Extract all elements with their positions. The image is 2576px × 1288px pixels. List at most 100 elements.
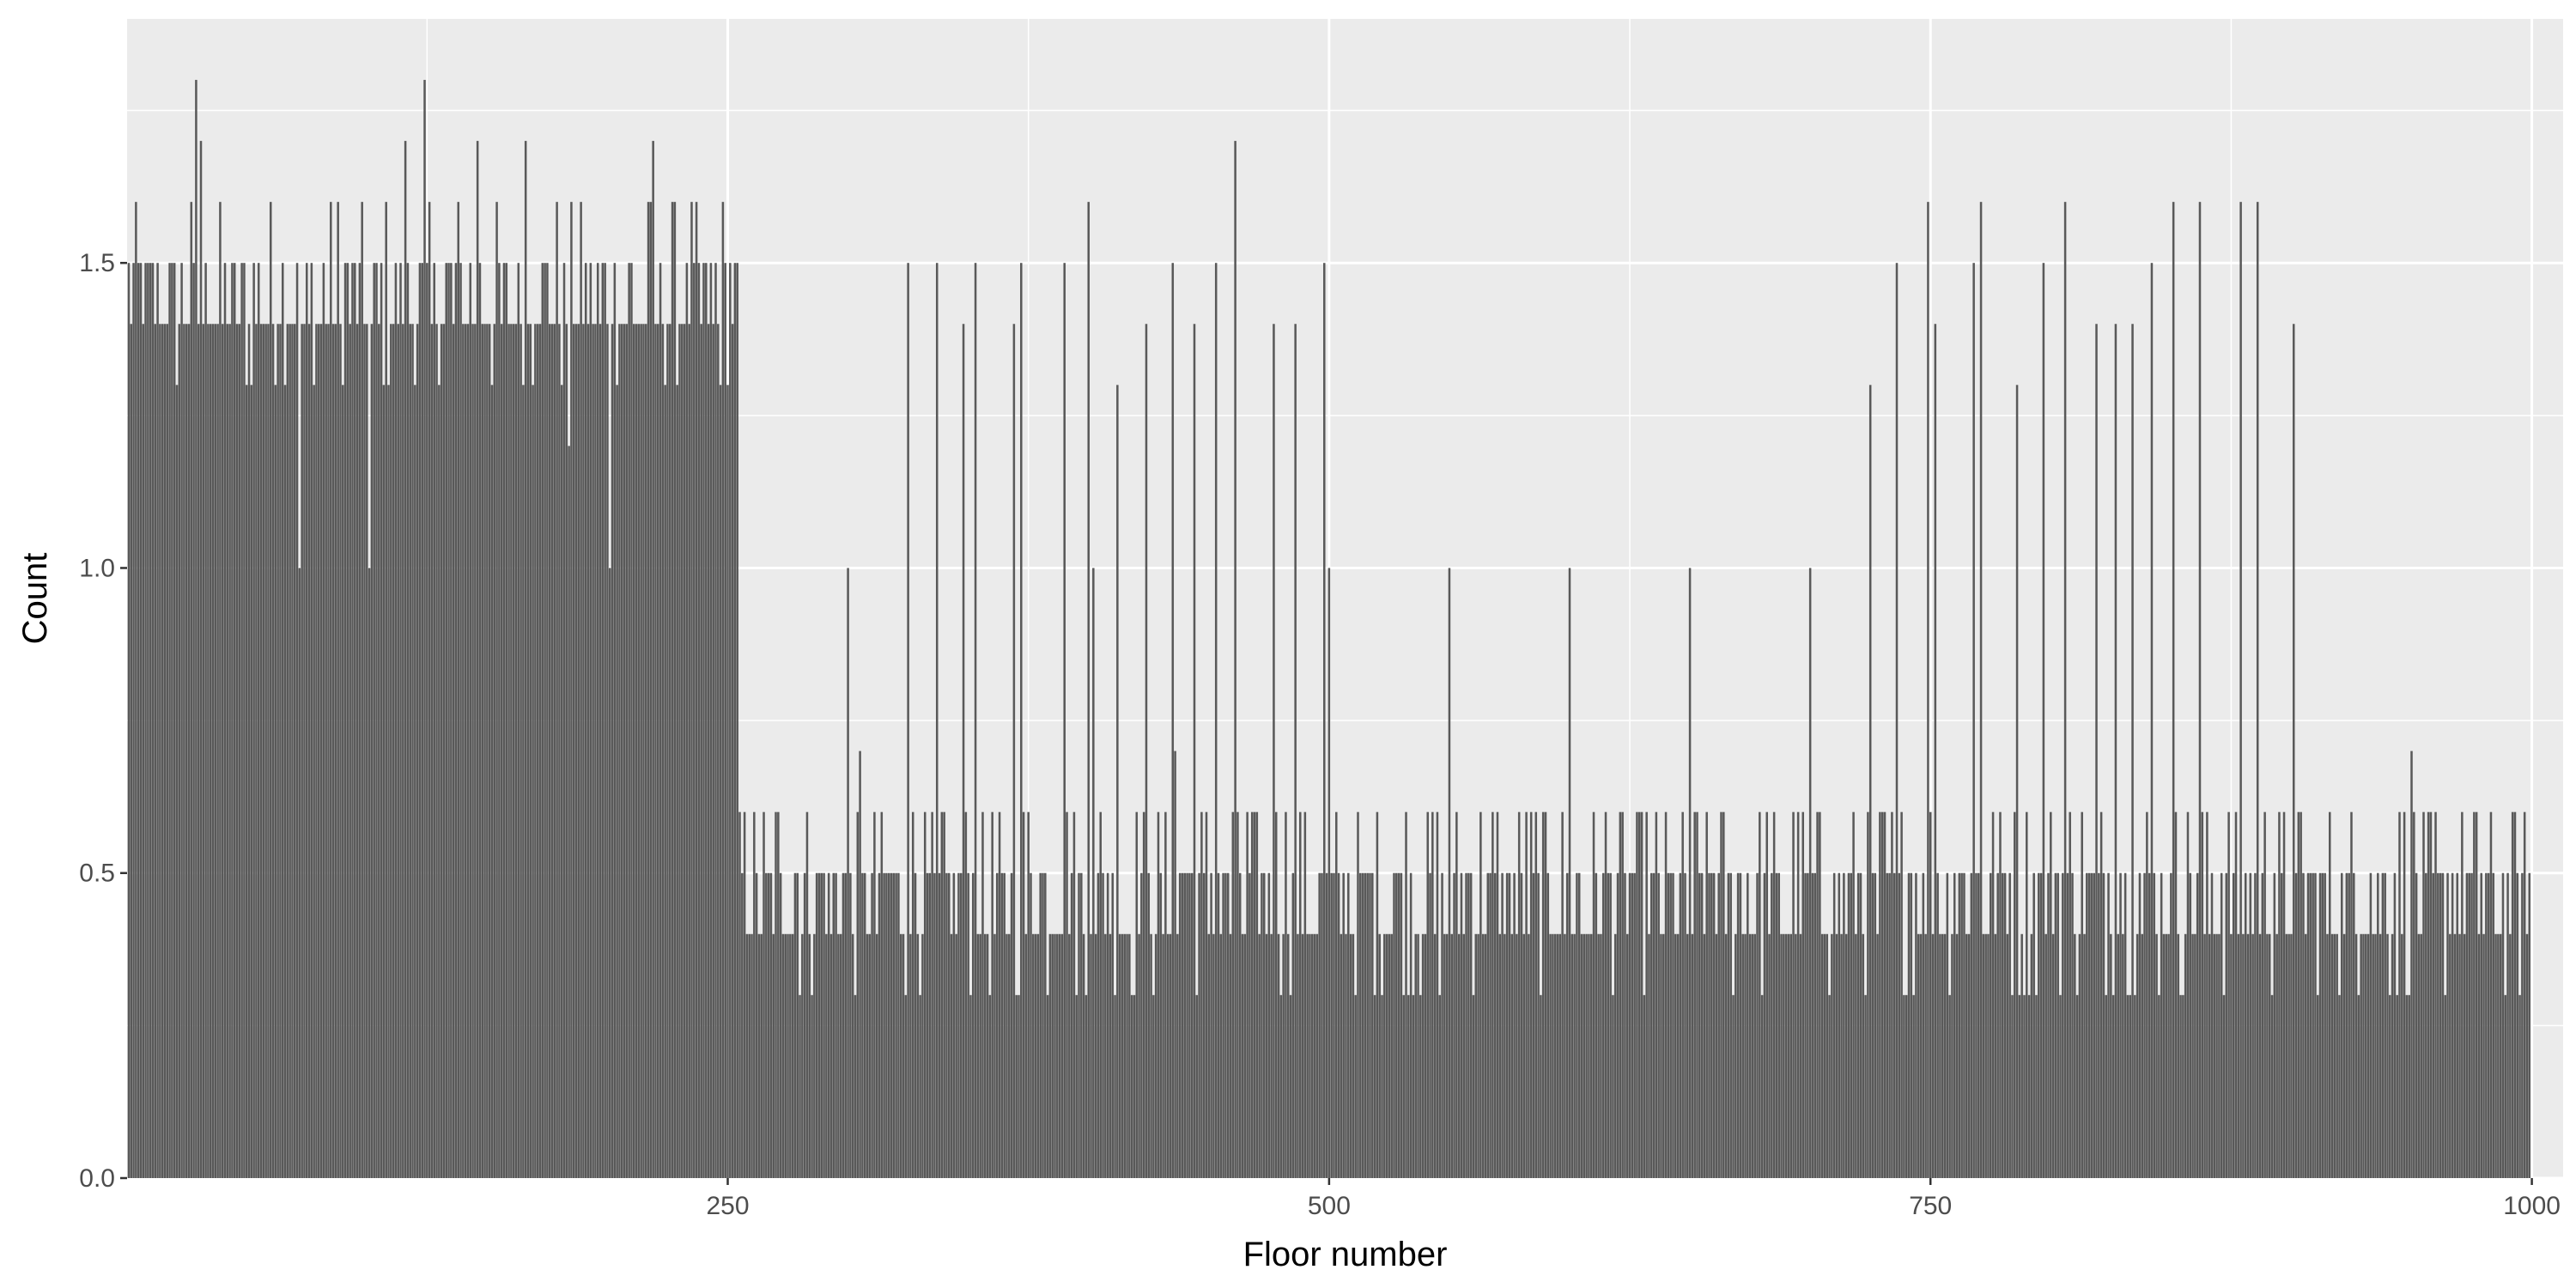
bar	[928, 872, 932, 1178]
bar	[2230, 933, 2233, 1178]
bar	[276, 324, 279, 1178]
bar	[1493, 872, 1497, 1178]
bar	[1684, 872, 1686, 1178]
bar	[1672, 872, 1674, 1178]
bar	[1571, 933, 1574, 1178]
bar	[2158, 994, 2160, 1178]
bar	[2131, 324, 2134, 1178]
bar	[861, 872, 864, 1178]
bar	[868, 933, 872, 1178]
bar	[2129, 994, 2132, 1178]
bar	[1243, 933, 1247, 1178]
bar	[303, 324, 306, 1178]
bar	[911, 811, 914, 1178]
bar	[1448, 568, 1451, 1178]
bar	[2465, 872, 2469, 1178]
bar	[2280, 872, 2283, 1178]
bar	[283, 385, 287, 1178]
bar	[418, 263, 422, 1178]
bar	[1613, 933, 1617, 1178]
bar	[2232, 872, 2235, 1178]
bar	[813, 933, 816, 1178]
bar	[1140, 872, 1143, 1178]
bar	[1655, 811, 1658, 1178]
bar	[1820, 933, 1824, 1178]
bar	[1990, 872, 1992, 1178]
bar	[709, 263, 713, 1178]
bar	[252, 263, 255, 1178]
bar	[2451, 872, 2454, 1178]
bar	[2354, 933, 2358, 1178]
bar	[945, 872, 948, 1178]
bar	[144, 263, 147, 1178]
bar	[1784, 933, 1788, 1178]
bar	[1999, 811, 2002, 1178]
bar	[1162, 933, 1164, 1178]
bar	[2290, 933, 2293, 1178]
bar	[2003, 872, 2007, 1178]
bar	[318, 324, 320, 1178]
bar	[1732, 994, 1735, 1178]
bar	[1176, 933, 1179, 1178]
bar	[1246, 811, 1249, 1178]
bar	[2126, 994, 2129, 1178]
bar	[2014, 811, 2016, 1178]
bar	[2172, 202, 2175, 1178]
bar	[339, 324, 342, 1178]
bar	[1505, 872, 1509, 1178]
bar	[390, 324, 392, 1178]
bar	[625, 324, 629, 1178]
bar	[1311, 933, 1314, 1178]
bar	[681, 324, 683, 1178]
bar	[2063, 202, 2067, 1178]
bar	[1186, 872, 1188, 1178]
bar	[474, 324, 477, 1178]
bar	[1012, 324, 1016, 1178]
bar	[481, 324, 484, 1178]
bar	[2316, 994, 2319, 1178]
bar	[630, 263, 633, 1178]
bar	[892, 872, 896, 1178]
bar	[476, 141, 479, 1179]
bar	[2461, 811, 2464, 1178]
bar	[1939, 933, 1941, 1178]
bar	[1601, 872, 1605, 1178]
bar	[2499, 933, 2502, 1178]
bar	[447, 263, 450, 1178]
bar	[361, 202, 363, 1178]
bar	[606, 324, 609, 1178]
bar	[1157, 811, 1160, 1178]
bar	[2449, 933, 2451, 1178]
bar	[1759, 811, 1761, 1178]
bar	[705, 263, 708, 1178]
bar	[1347, 872, 1350, 1178]
bar	[654, 324, 657, 1178]
bar	[1604, 811, 1607, 1178]
bar	[885, 872, 888, 1178]
bar	[649, 202, 653, 1178]
bar	[1553, 933, 1557, 1178]
bar	[2408, 994, 2410, 1178]
bar	[1383, 933, 1386, 1178]
bar	[1811, 872, 1814, 1178]
bar	[2119, 872, 2122, 1178]
bar	[1597, 933, 1600, 1178]
x-axis-title: Floor number	[1243, 1236, 1448, 1273]
bar	[2497, 933, 2500, 1178]
bar	[2513, 811, 2517, 1178]
bar	[796, 872, 799, 1178]
bar	[851, 933, 854, 1178]
bar	[2054, 872, 2057, 1178]
bar	[2485, 872, 2488, 1178]
bar	[2501, 872, 2505, 1178]
bar	[1445, 933, 1449, 1178]
bar	[1855, 933, 1857, 1178]
bar	[271, 324, 275, 1178]
bar	[1703, 933, 1706, 1178]
bar	[1121, 933, 1124, 1178]
bar	[226, 324, 229, 1178]
bar	[2213, 933, 2216, 1178]
bar	[1111, 872, 1115, 1178]
bar	[2099, 811, 2103, 1178]
bar	[772, 933, 775, 1178]
